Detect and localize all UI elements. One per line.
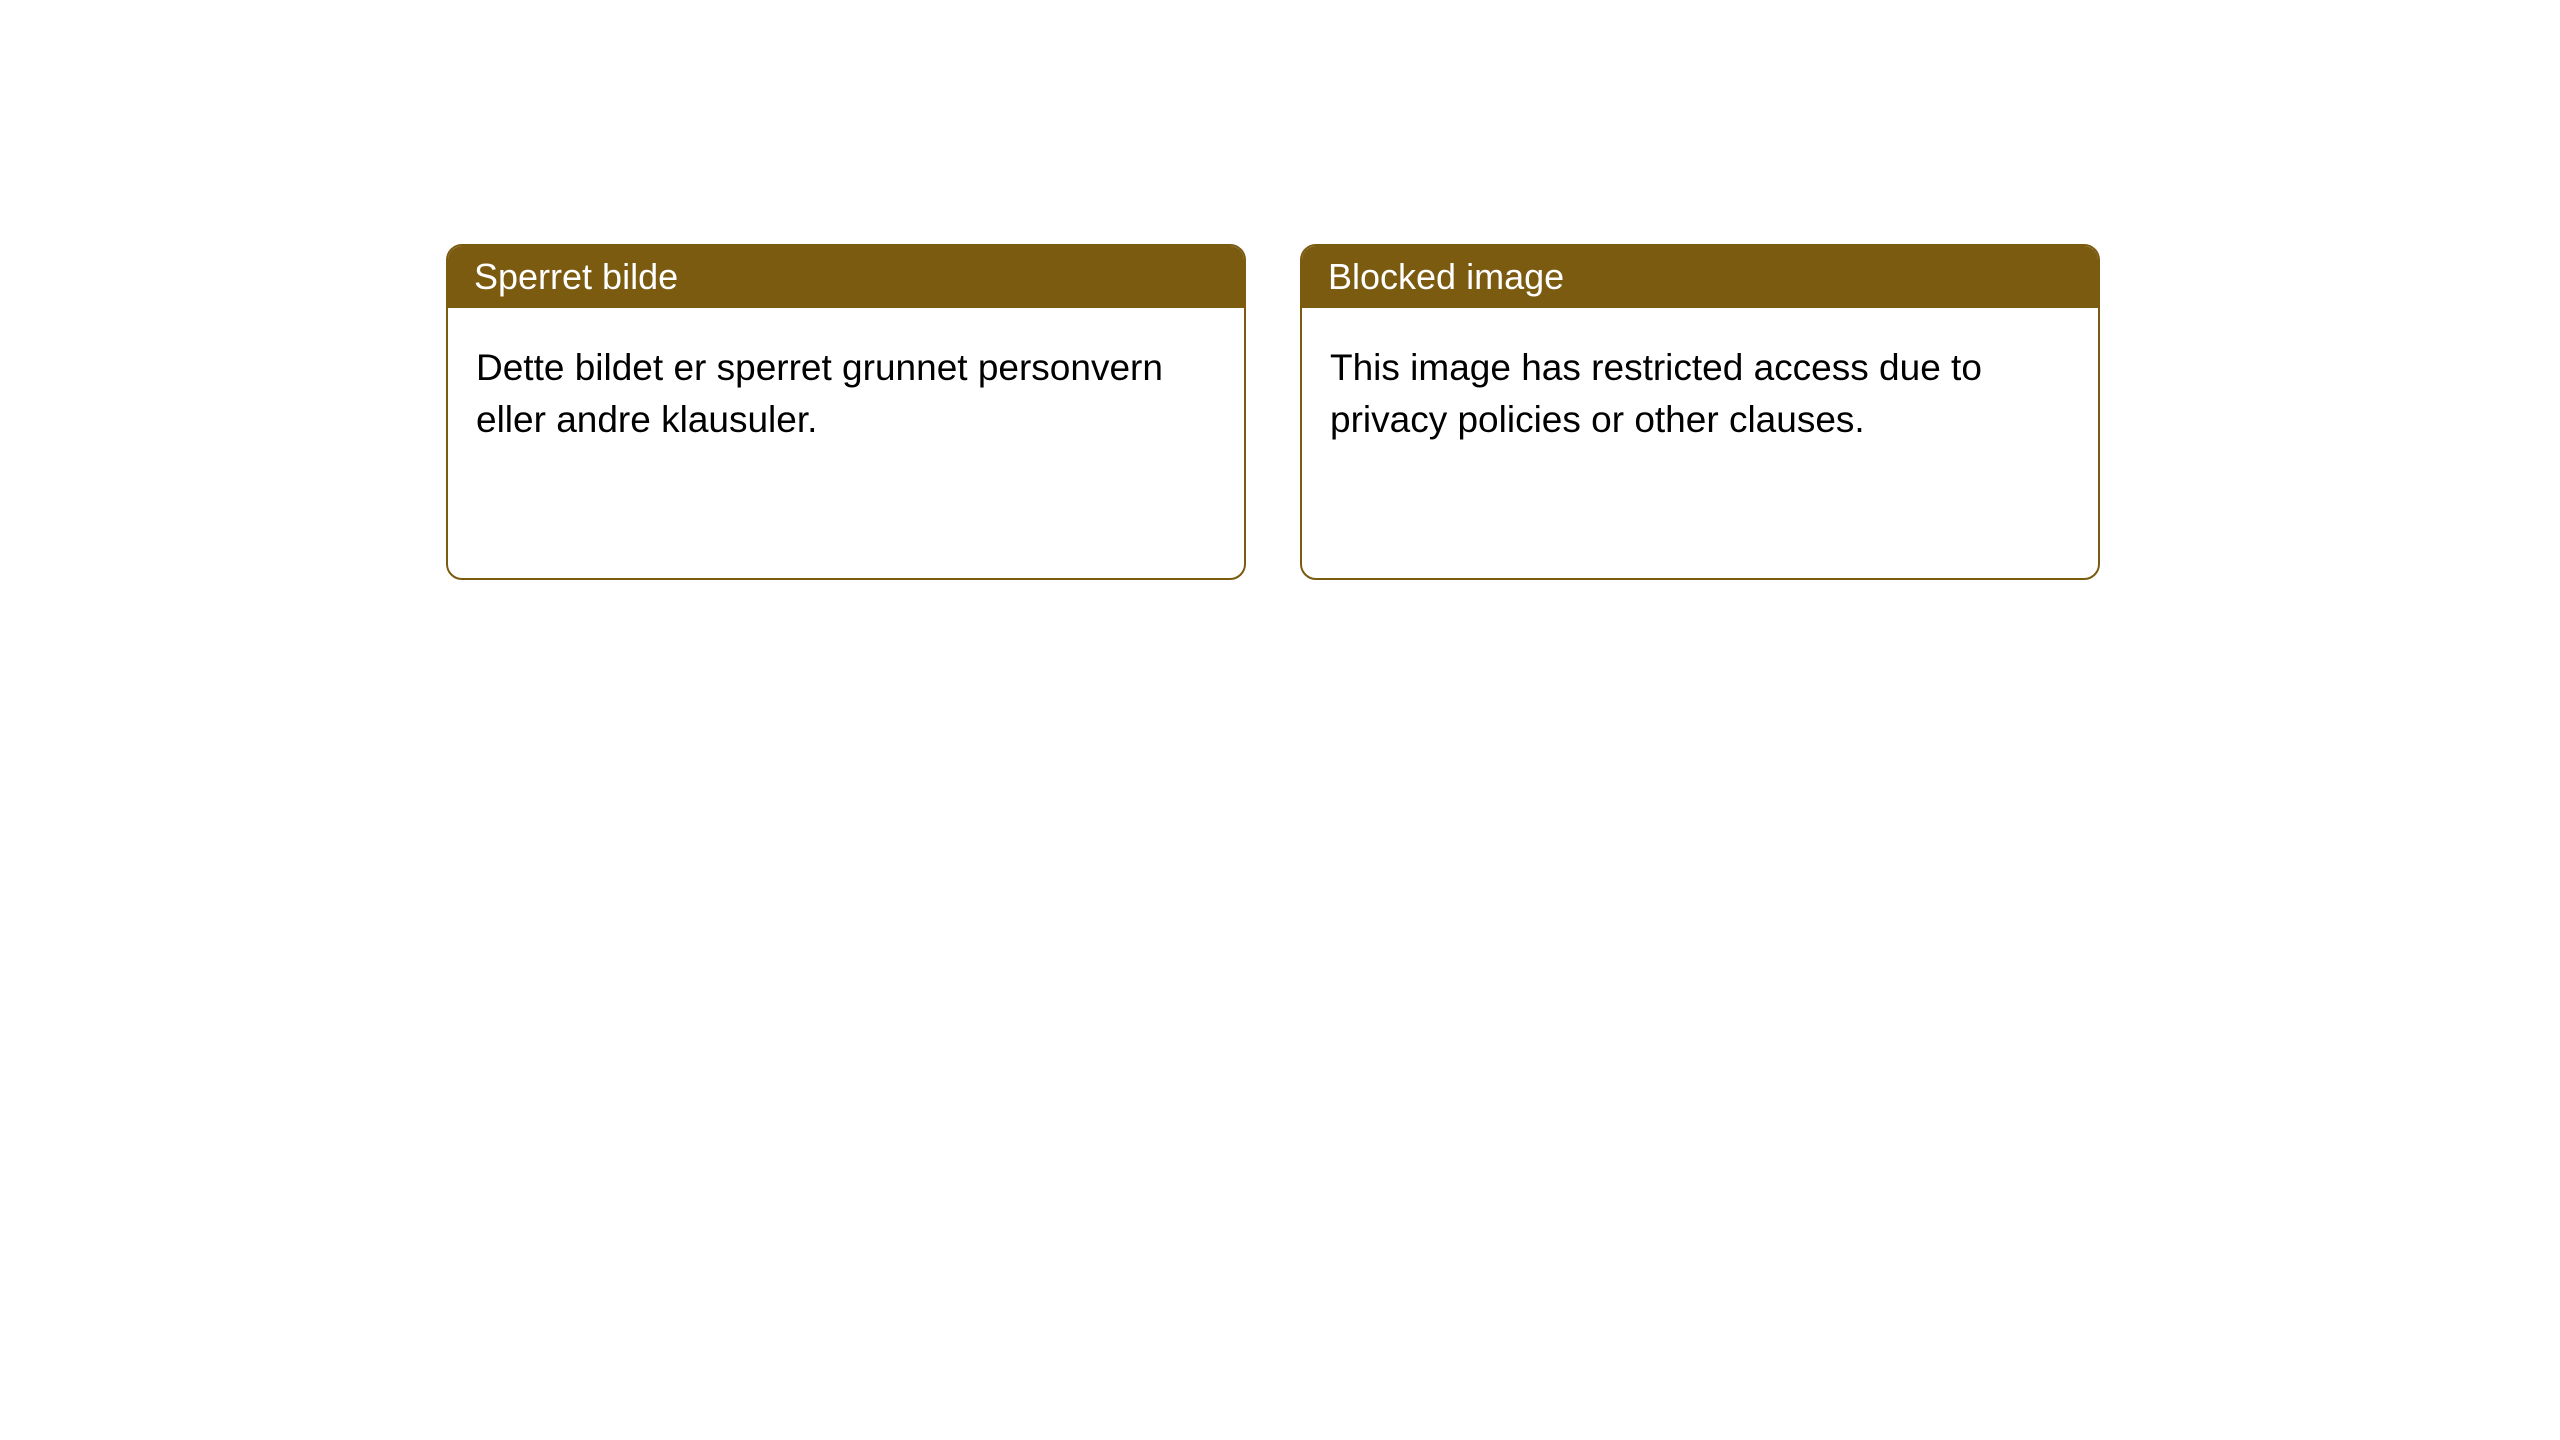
notice-container: Sperret bilde Dette bildet er sperret gr…	[0, 0, 2560, 580]
notice-title: Blocked image	[1328, 256, 1564, 297]
notice-header: Sperret bilde	[448, 246, 1244, 308]
notice-body: This image has restricted access due to …	[1302, 308, 2098, 578]
notice-card-norwegian: Sperret bilde Dette bildet er sperret gr…	[446, 244, 1246, 580]
notice-body: Dette bildet er sperret grunnet personve…	[448, 308, 1244, 578]
notice-card-english: Blocked image This image has restricted …	[1300, 244, 2100, 580]
notice-title: Sperret bilde	[474, 256, 678, 297]
notice-header: Blocked image	[1302, 246, 2098, 308]
notice-message: Dette bildet er sperret grunnet personve…	[476, 347, 1163, 440]
notice-message: This image has restricted access due to …	[1330, 347, 1982, 440]
